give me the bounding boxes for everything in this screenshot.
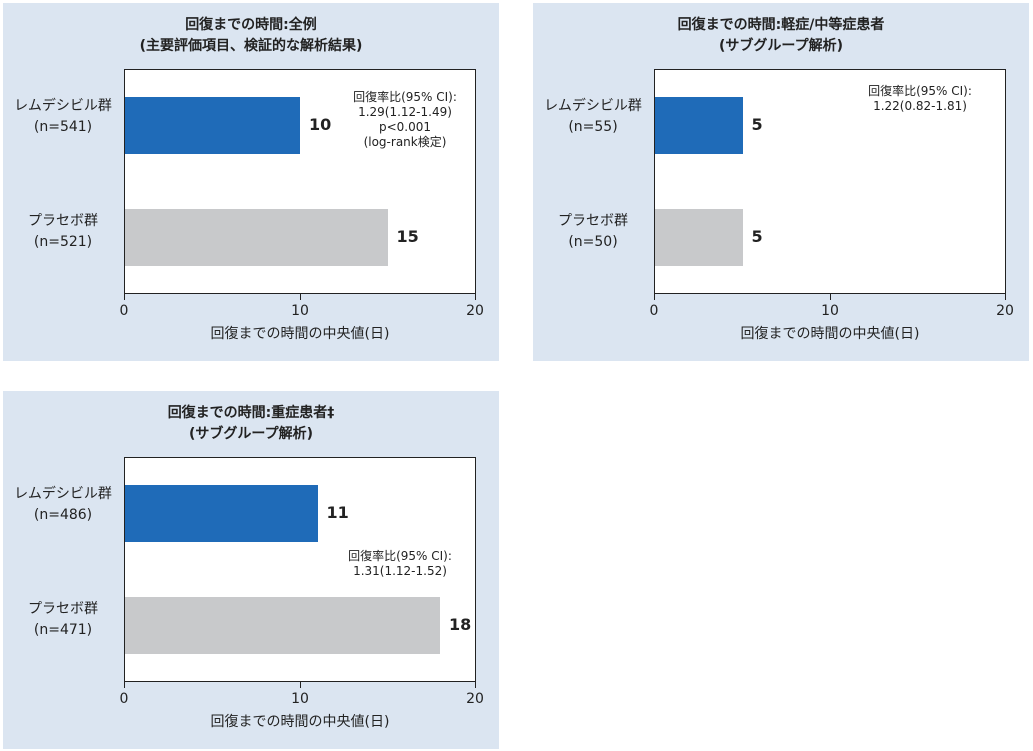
chart-title-line-2: (サブグループ解析) (189, 426, 313, 442)
category-label-remdesivir: レムデシビル群 (n=55) (533, 96, 653, 138)
x-axis-label: 回復までの時間の中央値(日) (210, 326, 390, 342)
chart-title: 回復までの時間:軽症/中等症患者 (サブグループ解析) (533, 15, 1029, 57)
x-tick-mark (1005, 294, 1006, 300)
plot-area: 10 15 回復率比(95% CI): 1.29(1.12-1.49) p<0.… (124, 69, 476, 294)
x-tick-label: 20 (996, 303, 1014, 319)
category-n: (n=55) (568, 119, 618, 135)
x-tick-mark (830, 294, 831, 300)
bar-remdesivir (125, 97, 300, 154)
chart-panel-severe: 回復までの時間:重症患者‡ (サブグループ解析) レムデシビル群 (n=486)… (3, 391, 499, 749)
category-name: プラセボ群 (28, 601, 98, 617)
value-label-placebo: 18 (449, 615, 472, 634)
x-tick-mark (300, 682, 301, 688)
category-n: (n=486) (33, 507, 93, 523)
bar-remdesivir (655, 97, 743, 154)
category-name: レムデシビル群 (544, 98, 642, 114)
annotation-line-4: (log-rank検定) (363, 135, 447, 149)
value-label-remdesivir: 10 (309, 115, 332, 134)
x-tick-label: 10 (291, 303, 309, 319)
chart-title-line-1: 回復までの時間:軽症/中等症患者 (677, 17, 885, 33)
category-name: レムデシビル群 (14, 486, 112, 502)
category-label-placebo: プラセボ群 (n=471) (3, 599, 123, 641)
x-tick-label: 10 (821, 303, 839, 319)
x-tick-label: 0 (119, 303, 129, 319)
x-axis-label: 回復までの時間の中央値(日) (740, 326, 920, 342)
annotation-line-1: 回復率比(95% CI): (353, 90, 457, 104)
chart-title: 回復までの時間:全例 (主要評価項目、検証的な解析結果) (3, 15, 499, 57)
value-label-remdesivir: 11 (326, 503, 349, 522)
bar-remdesivir (125, 485, 318, 542)
x-tick-label: 20 (466, 303, 484, 319)
category-n: (n=50) (568, 234, 618, 250)
plot-area: 11 18 回復率比(95% CI): 1.31(1.12-1.52) (124, 457, 476, 682)
category-name: レムデシビル群 (14, 98, 112, 114)
chart-panel-all-patients: 回復までの時間:全例 (主要評価項目、検証的な解析結果) レムデシビル群 (n=… (3, 3, 499, 361)
category-name: プラセボ群 (558, 213, 628, 229)
category-label-remdesivir: レムデシビル群 (n=486) (3, 484, 123, 526)
chart-title-line-2: (主要評価項目、検証的な解析結果) (139, 38, 363, 54)
chart-title-line-2: (サブグループ解析) (719, 38, 843, 54)
x-tick-mark (300, 294, 301, 300)
annotation-line-2: 1.22(0.82-1.81) (873, 99, 967, 113)
category-label-remdesivir: レムデシビル群 (n=541) (3, 96, 123, 138)
hazard-ratio-annotation: 回復率比(95% CI): 1.31(1.12-1.52) (325, 549, 475, 579)
value-label-remdesivir: 5 (751, 115, 763, 134)
x-tick-mark (475, 682, 476, 688)
chart-title: 回復までの時間:重症患者‡ (サブグループ解析) (3, 403, 499, 445)
chart-title-line-1: 回復までの時間:全例 (185, 17, 317, 33)
annotation-line-1: 回復率比(95% CI): (348, 549, 452, 563)
bar-placebo (125, 209, 388, 266)
chart-title-line-1: 回復までの時間:重症患者‡ (167, 405, 335, 421)
annotation-line-2: 1.29(1.12-1.49) (358, 105, 452, 119)
hazard-ratio-annotation: 回復率比(95% CI): 1.22(0.82-1.81) (845, 84, 995, 114)
category-n: (n=521) (33, 234, 93, 250)
chart-panel-mild-moderate: 回復までの時間:軽症/中等症患者 (サブグループ解析) レムデシビル群 (n=5… (533, 3, 1029, 361)
annotation-line-1: 回復率比(95% CI): (868, 84, 972, 98)
x-tick-label: 20 (466, 691, 484, 707)
x-tick-mark (654, 294, 655, 300)
hazard-ratio-annotation: 回復率比(95% CI): 1.29(1.12-1.49) p<0.001 (l… (330, 90, 480, 150)
x-tick-label: 0 (119, 691, 129, 707)
bar-placebo (655, 209, 743, 266)
category-n: (n=541) (33, 119, 93, 135)
category-name: プラセボ群 (28, 213, 98, 229)
category-n: (n=471) (33, 622, 93, 638)
annotation-line-2: 1.31(1.12-1.52) (353, 564, 447, 578)
value-label-placebo: 15 (396, 227, 419, 246)
x-tick-mark (124, 682, 125, 688)
value-label-placebo: 5 (751, 227, 763, 246)
x-tick-label: 0 (649, 303, 659, 319)
plot-area: 5 5 回復率比(95% CI): 1.22(0.82-1.81) (654, 69, 1006, 294)
x-axis-label: 回復までの時間の中央値(日) (210, 714, 390, 730)
bar-placebo (125, 597, 440, 654)
x-tick-label: 10 (291, 691, 309, 707)
annotation-line-3: p<0.001 (378, 120, 432, 134)
category-label-placebo: プラセボ群 (n=50) (533, 211, 653, 253)
category-label-placebo: プラセボ群 (n=521) (3, 211, 123, 253)
x-tick-mark (475, 294, 476, 300)
x-tick-mark (124, 294, 125, 300)
